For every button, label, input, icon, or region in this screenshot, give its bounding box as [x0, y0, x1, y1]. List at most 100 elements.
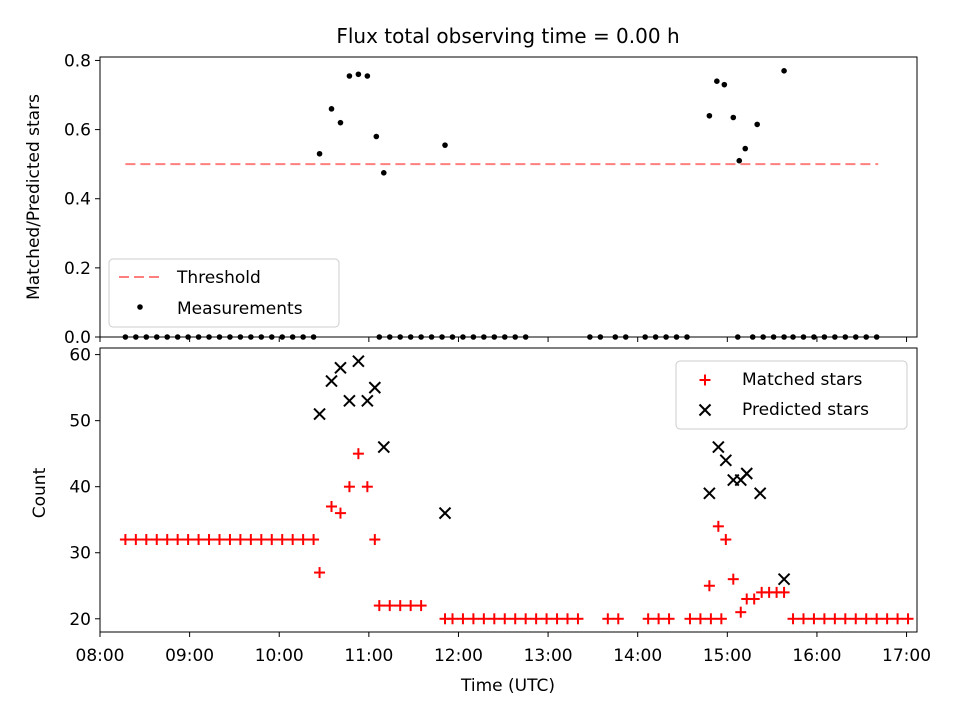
matched-star-point: [684, 613, 696, 625]
matched-star-point: [541, 613, 553, 625]
matched-star-point: [720, 534, 732, 546]
matched-star-point: [297, 534, 309, 546]
legend-threshold-label: Threshold: [176, 268, 261, 288]
predicted-star-point: [740, 467, 753, 480]
matched-star-point: [334, 507, 346, 519]
matched-star-point: [266, 534, 278, 546]
matched-star-point: [694, 613, 706, 625]
measurement-point: [721, 81, 728, 88]
top-y-tick-label: 0.4: [64, 190, 91, 210]
matched-star-point: [172, 534, 184, 546]
matched-star-point: [839, 613, 851, 625]
top-panel: 0.00.20.40.60.8 Matched/Predicted stars …: [24, 51, 918, 348]
predicted-star-point: [361, 394, 374, 408]
measurement-point: [316, 150, 323, 157]
matched-star-point: [373, 600, 385, 612]
predicted-stars-points: [313, 355, 791, 586]
top-y-ticks: 0.0 0.2 0.4 0.6 0.8: [64, 51, 100, 348]
top-y-tick-label: 0.8: [64, 51, 91, 71]
top-y-tick-label: 0.0: [64, 328, 91, 348]
bottom-y-tick-label: 40: [69, 478, 91, 498]
top-legend: Threshold Measurements: [108, 258, 340, 328]
predicted-star-point: [343, 394, 356, 408]
legend-plus-marker: [699, 374, 711, 386]
predicted-star-point: [377, 440, 390, 454]
measurement-point: [328, 106, 335, 112]
matched-star-point: [572, 613, 584, 625]
x-tick-label: 16:00: [792, 646, 841, 666]
top-y-axis-label: Matched/Predicted stars: [24, 94, 44, 300]
legend-x-marker: [698, 403, 712, 417]
matched-star-point: [520, 613, 532, 625]
matched-star-point: [384, 600, 396, 612]
legend-predicted-label: Predicted stars: [742, 400, 869, 420]
legend-matched-label: Matched stars: [742, 370, 862, 390]
matched-star-point: [748, 593, 760, 605]
predicted-star-point: [703, 487, 716, 500]
legend-measurements-marker: [137, 304, 143, 310]
matched-star-point: [314, 567, 326, 579]
measurement-point: [355, 71, 362, 78]
matched-star-point: [735, 606, 747, 618]
measurement-point: [706, 112, 713, 119]
top-legend-box: [108, 258, 340, 328]
measurement-point: [742, 145, 749, 152]
predicted-star-point: [719, 454, 733, 467]
predicted-star-point: [334, 361, 347, 375]
matched-star-point: [224, 534, 236, 546]
measurement-point: [380, 170, 387, 176]
x-tick-label: 17:00: [882, 646, 931, 666]
top-x-ticks: [99, 337, 908, 342]
x-tick-label: 15:00: [703, 646, 752, 666]
matched-star-point: [892, 613, 904, 625]
matched-star-point: [551, 613, 563, 625]
bottom-y-axis-label: Count: [30, 467, 50, 518]
matched-star-point: [276, 534, 288, 546]
matched-star-point: [829, 613, 841, 625]
bottom-axes-frame: [99, 347, 918, 633]
matched-star-point: [902, 613, 914, 625]
matched-star-point: [130, 534, 142, 546]
matched-star-point: [352, 448, 364, 460]
matched-star-point: [663, 613, 675, 625]
predicted-star-point: [325, 374, 338, 388]
matched-star-point: [361, 481, 373, 493]
measurement-point: [781, 68, 787, 74]
matched-star-point: [787, 613, 799, 625]
bottom-y-tick-label: 50: [69, 412, 91, 432]
matched-star-point: [245, 534, 257, 546]
matched-star-point: [561, 613, 573, 625]
measurement-point: [714, 78, 720, 84]
matched-star-point: [509, 613, 521, 625]
matched-star-point: [467, 613, 479, 625]
x-tick-label: 09:00: [165, 646, 214, 666]
predicted-star-point: [313, 407, 326, 421]
matched-star-point: [457, 613, 469, 625]
measurement-point: [754, 121, 760, 128]
measurement-point: [346, 73, 353, 79]
matched-star-point: [778, 586, 790, 598]
matched-star-point: [213, 534, 225, 546]
x-tick-label: 11:00: [344, 646, 393, 666]
matched-star-point: [151, 534, 163, 546]
top-y-tick-label: 0.6: [64, 121, 91, 141]
x-tick-label: 08:00: [76, 646, 125, 666]
matched-star-point: [850, 613, 862, 625]
top-y-tick-label: 0.2: [64, 259, 91, 279]
matched-star-point: [255, 534, 267, 546]
matched-star-point: [446, 613, 458, 625]
matched-star-point: [860, 613, 872, 625]
matched-star-point: [369, 534, 381, 546]
matched-stars-points: [119, 448, 914, 625]
matched-star-point: [326, 501, 338, 513]
matched-star-point: [405, 600, 417, 612]
legend-measurements-label: Measurements: [177, 299, 303, 319]
matched-star-point: [182, 534, 194, 546]
matched-star-point: [478, 613, 490, 625]
matched-star-point: [415, 600, 427, 612]
bottom-y-tick-label: 60: [69, 346, 91, 366]
matched-star-point: [394, 600, 406, 612]
measurement-point: [442, 142, 448, 148]
matched-star-point: [612, 613, 624, 625]
